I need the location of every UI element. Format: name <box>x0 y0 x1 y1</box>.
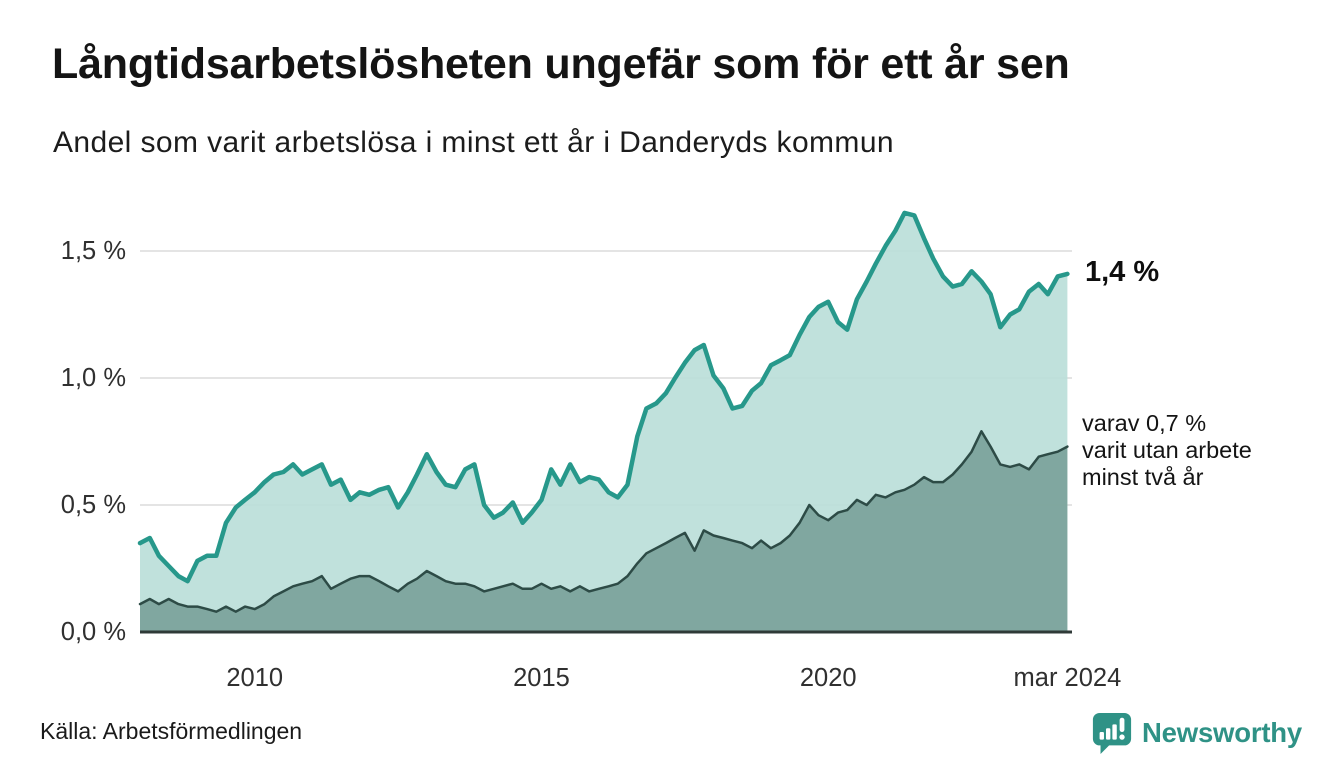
x-tick-label: 2010 <box>226 664 283 692</box>
chart-subtitle: Andel som varit arbetslösa i minst ett å… <box>53 126 894 159</box>
end-value-annotation: 1,4 % <box>1085 256 1160 288</box>
newsworthy-bubble-chart-icon <box>1092 712 1132 754</box>
y-tick-label: 1,0 % <box>61 364 126 392</box>
x-tick-label: 2015 <box>513 664 570 692</box>
secondary-annotation-line1: varav 0,7 % <box>1082 410 1207 436</box>
secondary-annotation: varav 0,7 % varit utan arbete minst två … <box>1082 410 1252 491</box>
page-title: Långtidsarbetslösheten ungefär som för e… <box>52 40 1070 88</box>
series-line-minst-tva-ar <box>138 430 1069 613</box>
y-tick-label: 1,5 % <box>61 237 126 265</box>
secondary-annotation-line2: varit utan arbete <box>1082 437 1252 463</box>
source-note: Källa: Arbetsförmedlingen <box>40 718 303 744</box>
newsworthy-logo: Newsworthy <box>1091 710 1302 756</box>
secondary-annotation-line3: minst två år <box>1082 464 1204 490</box>
series-area-minst-tva-ar <box>140 431 1068 632</box>
x-tick-label: mar 2024 <box>1014 664 1122 692</box>
y-tick-label: 0,5 % <box>61 491 126 519</box>
brand-wordmark: Newsworthy <box>1142 717 1302 748</box>
series-line-minst-ett-ar <box>137 210 1070 584</box>
y-tick-label: 0,0 % <box>61 618 126 646</box>
x-tick-label: 2020 <box>800 664 857 692</box>
